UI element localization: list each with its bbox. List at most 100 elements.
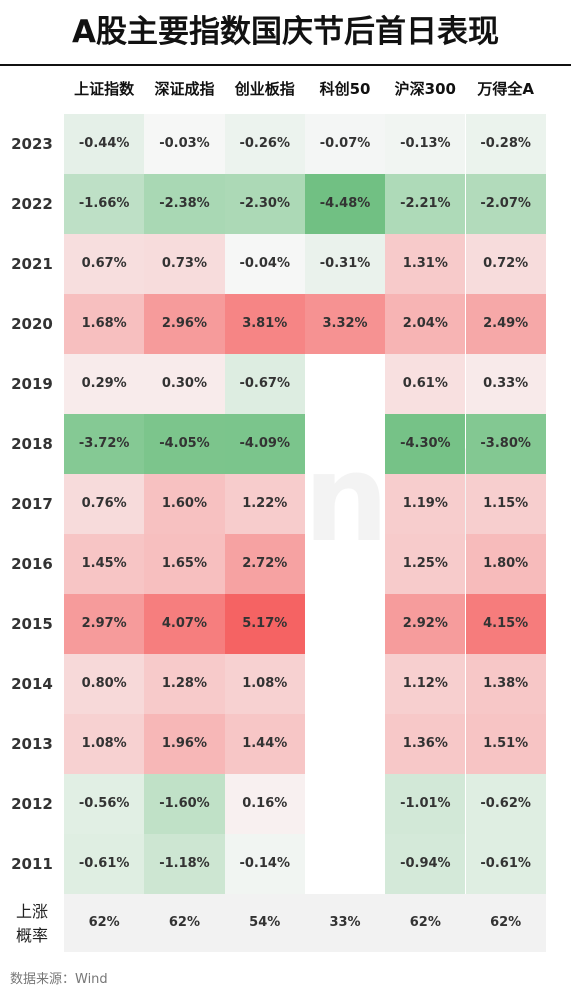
heatmap-cell: 1.31% bbox=[385, 234, 466, 294]
heatmap-cell: -0.94% bbox=[385, 834, 466, 894]
heatmap-cell: -0.44% bbox=[64, 114, 145, 174]
year-label: 2020 bbox=[11, 315, 53, 333]
year-label: 2015 bbox=[11, 615, 53, 633]
up-probability-value: 33% bbox=[329, 915, 361, 930]
up-probability-label-line2: 概率 bbox=[15, 926, 48, 945]
column-header: 深证成指 bbox=[154, 80, 215, 98]
heatmap-cell: 0.73% bbox=[144, 234, 225, 294]
heatmap-cell: 1.60% bbox=[144, 474, 225, 534]
heatmap-cell: 0.72% bbox=[465, 234, 546, 294]
year-label: 2019 bbox=[11, 375, 53, 393]
heatmap-cell: 1.44% bbox=[224, 714, 305, 774]
year-label: 2014 bbox=[11, 675, 53, 693]
heatmap-cell: 1.28% bbox=[144, 654, 225, 714]
heatmap-cell bbox=[305, 834, 385, 894]
column-header: 创业板指 bbox=[234, 80, 295, 98]
heatmap-cell bbox=[305, 354, 385, 414]
heatmap-cell bbox=[305, 534, 385, 594]
heatmap-cell bbox=[305, 594, 385, 654]
heatmap-cell: 1.08% bbox=[64, 714, 145, 774]
heatmap-cell: 2.96% bbox=[144, 294, 225, 354]
heatmap-cell: -4.05% bbox=[144, 414, 225, 474]
heatmap-cell: 1.96% bbox=[144, 714, 225, 774]
heatmap-cell: -0.31% bbox=[304, 234, 386, 294]
heatmap-cell: 0.16% bbox=[224, 774, 305, 834]
up-probability-row bbox=[64, 894, 546, 952]
heatmap-cell bbox=[305, 714, 385, 774]
year-label: 2017 bbox=[11, 495, 53, 513]
heatmap-cell: 2.92% bbox=[385, 594, 466, 654]
heatmap-cell: 0.80% bbox=[64, 654, 145, 714]
heatmap-cell: 0.61% bbox=[385, 354, 466, 414]
heatmap-cell: -0.61% bbox=[64, 834, 145, 894]
heatmap-cell: -0.56% bbox=[64, 774, 145, 834]
heatmap-cell: -3.72% bbox=[64, 414, 145, 474]
heatmap-cell: -2.38% bbox=[144, 174, 225, 234]
heatmap-cell: 1.25% bbox=[385, 534, 466, 594]
source-note: 数据来源：Wind bbox=[10, 972, 108, 987]
heatmap-cell: -2.07% bbox=[465, 174, 546, 234]
heatmap-cell: 2.97% bbox=[64, 594, 145, 654]
heatmap-cell: -0.67% bbox=[224, 354, 305, 414]
column-header: 科创50 bbox=[319, 80, 371, 98]
heatmap-cell: 4.07% bbox=[144, 594, 225, 654]
heatmap-cell: -1.66% bbox=[64, 174, 145, 234]
heatmap-cell: 3.32% bbox=[304, 294, 386, 354]
heatmap-cell: 1.15% bbox=[465, 474, 546, 534]
heatmap-cell: 0.33% bbox=[465, 354, 546, 414]
year-label: 2016 bbox=[11, 555, 53, 573]
heatmap-cell: 1.65% bbox=[144, 534, 225, 594]
heatmap-cell bbox=[305, 414, 385, 474]
heatmap-cell bbox=[305, 774, 385, 834]
heatmap-cell: 1.68% bbox=[64, 294, 145, 354]
up-probability-value: 54% bbox=[249, 915, 281, 930]
year-label: 2021 bbox=[11, 255, 53, 273]
heatmap-cell: -0.14% bbox=[224, 834, 305, 894]
heatmap-cell: -0.03% bbox=[144, 114, 225, 174]
heatmap-cell: -0.04% bbox=[224, 234, 305, 294]
heatmap-cell: 4.15% bbox=[465, 594, 546, 654]
chart-title: A股主要指数国庆节后首日表现 bbox=[72, 14, 499, 50]
heatmap-cell: 1.36% bbox=[385, 714, 466, 774]
year-label: 2018 bbox=[11, 435, 53, 453]
heatmap-cell bbox=[305, 474, 385, 534]
up-probability-value: 62% bbox=[88, 915, 120, 930]
heatmap-cell: -0.28% bbox=[465, 114, 546, 174]
heatmap-cell: 0.67% bbox=[64, 234, 145, 294]
year-label: 2013 bbox=[11, 735, 53, 753]
title-divider bbox=[0, 64, 571, 66]
heatmap-cell: 0.76% bbox=[64, 474, 145, 534]
heatmap-cell: -1.60% bbox=[144, 774, 225, 834]
heatmap-cell: -4.48% bbox=[304, 174, 386, 234]
column-header: 万得全A bbox=[477, 80, 534, 98]
heatmap-cell: -0.13% bbox=[385, 114, 466, 174]
heatmap-cell: -1.18% bbox=[144, 834, 225, 894]
heatmap-cell bbox=[305, 654, 385, 714]
heatmap-cell: -0.62% bbox=[465, 774, 546, 834]
year-label: 2011 bbox=[11, 855, 53, 873]
heatmap-cell: -0.07% bbox=[304, 114, 386, 174]
column-header: 上证指数 bbox=[74, 80, 135, 98]
heatmap-cell: -4.09% bbox=[224, 414, 305, 474]
heatmap-cell: -2.21% bbox=[385, 174, 466, 234]
column-header: 沪深300 bbox=[394, 80, 456, 98]
heatmap-cell: 1.12% bbox=[385, 654, 466, 714]
heatmap-cell: 1.80% bbox=[465, 534, 546, 594]
heatmap-cell: 2.04% bbox=[385, 294, 466, 354]
up-probability-value: 62% bbox=[490, 915, 522, 930]
up-probability-label-line1: 上涨 bbox=[15, 902, 48, 921]
heatmap-cell: 2.72% bbox=[224, 534, 305, 594]
up-probability-label: 上涨 概率 bbox=[0, 900, 64, 948]
heatmap-cell: 1.45% bbox=[64, 534, 145, 594]
heatmap-cell: 5.17% bbox=[224, 594, 305, 654]
heatmap-cell: 1.22% bbox=[224, 474, 305, 534]
heatmap-cell: 2.49% bbox=[465, 294, 546, 354]
year-label: 2023 bbox=[11, 135, 53, 153]
heatmap-cell: 1.08% bbox=[224, 654, 305, 714]
up-probability-value: 62% bbox=[168, 915, 200, 930]
heatmap-cell: -1.01% bbox=[385, 774, 466, 834]
year-label: 2012 bbox=[11, 795, 53, 813]
heatmap-cell: -0.61% bbox=[465, 834, 546, 894]
heatmap-cell: 0.30% bbox=[144, 354, 225, 414]
year-label: 2022 bbox=[11, 195, 53, 213]
